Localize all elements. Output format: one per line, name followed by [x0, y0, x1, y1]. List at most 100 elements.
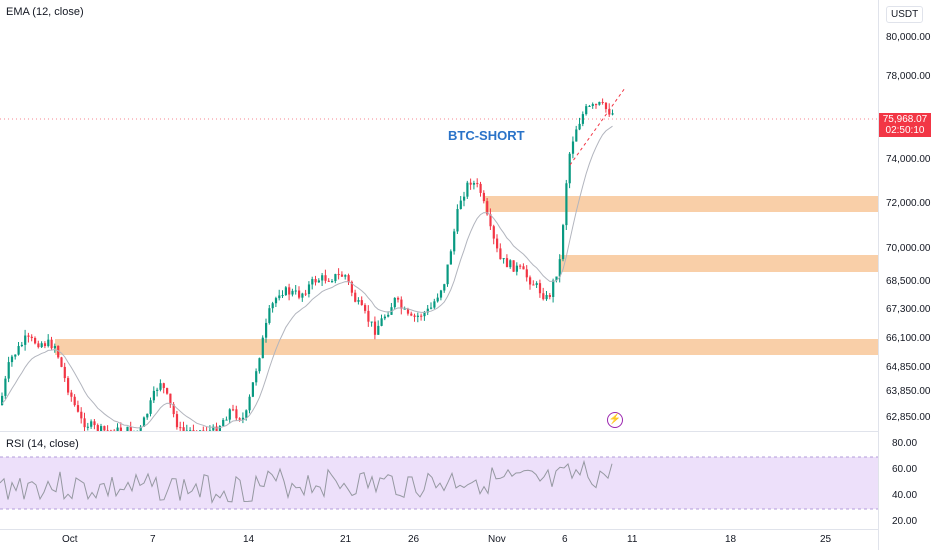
candle-body: [598, 102, 600, 105]
candle-body: [397, 298, 399, 300]
candle-body: [74, 397, 76, 405]
candle-body: [249, 397, 251, 411]
candle-body: [4, 379, 6, 396]
trendline: [570, 88, 625, 165]
candle-body: [262, 338, 264, 359]
candle-body: [239, 418, 241, 419]
candle-body: [265, 323, 267, 338]
price-label: 72,000.00: [886, 198, 931, 209]
candle-body: [575, 129, 577, 141]
price-label: 62,850.00: [886, 412, 931, 423]
rsi-level-label: 40.00: [892, 490, 917, 501]
time-label: 18: [725, 534, 736, 545]
candle-body: [404, 309, 406, 310]
candle-body: [480, 184, 482, 193]
candle-body: [361, 300, 363, 305]
candle-body: [255, 371, 257, 382]
candle-body: [542, 293, 544, 299]
candle-body: [348, 275, 350, 282]
candle-body: [546, 295, 548, 299]
candle-body: [87, 427, 89, 428]
candle-body: [410, 314, 412, 316]
candle-body: [483, 193, 485, 201]
price-label: 80,000.00: [886, 32, 931, 43]
candle-body: [440, 290, 442, 297]
time-label: 11: [627, 534, 637, 545]
price-label: 70,000.00: [886, 243, 931, 254]
rsi-chart[interactable]: [0, 432, 878, 529]
candle-body: [513, 260, 515, 271]
candle-body: [225, 420, 227, 421]
candle-body: [430, 308, 432, 309]
candle-body: [179, 427, 181, 428]
candle-body: [344, 275, 346, 277]
candle-body: [324, 275, 326, 281]
candle-body: [536, 283, 538, 285]
candle-body: [367, 311, 369, 322]
price-label: 66,100.00: [886, 333, 931, 344]
candle-body: [295, 291, 297, 292]
currency-selector[interactable]: USDT: [886, 6, 923, 23]
candle-body: [522, 266, 524, 269]
candle-body: [11, 357, 13, 363]
time-label: Oct: [62, 534, 78, 545]
candle-body: [51, 340, 53, 349]
price-label: 74,000.00: [886, 154, 931, 165]
candle-body: [417, 316, 419, 317]
rsi-level-label: 20.00: [892, 516, 917, 527]
ema-legend[interactable]: EMA (12, close): [6, 6, 84, 18]
time-label: 26: [408, 534, 419, 545]
candle-body: [166, 388, 168, 394]
last-price-tag: 75,968.07 02:50:10: [879, 113, 931, 137]
price-axis[interactable]: 80,000.00 78,000.00 74,000.00 72,000.00 …: [878, 0, 932, 550]
candle-body: [146, 414, 148, 418]
price-label: 64,850.00: [886, 362, 931, 373]
candle-body: [245, 410, 247, 417]
candle-body: [460, 201, 462, 209]
candle-body: [235, 409, 237, 418]
candle-body: [18, 346, 20, 355]
candle-body: [275, 298, 277, 303]
candle-body: [268, 308, 270, 323]
candle-body: [318, 280, 320, 282]
candle-body: [282, 295, 284, 296]
price-label: 78,000.00: [886, 71, 931, 82]
candle-body: [437, 298, 439, 302]
candle-body: [278, 295, 280, 298]
candle-body: [592, 104, 594, 106]
candle-body: [496, 239, 498, 249]
candle-body: [8, 362, 10, 379]
candle-body: [450, 251, 452, 264]
candle-body: [612, 113, 614, 114]
candle-body: [328, 281, 330, 282]
time-label: 25: [820, 534, 831, 545]
rsi-level-label: 60.00: [892, 464, 917, 475]
candle-body: [602, 102, 604, 103]
lightning-icon[interactable]: ⚡: [607, 412, 623, 428]
candle-body: [453, 231, 455, 251]
candle-body: [153, 391, 155, 400]
time-label: 7: [150, 534, 156, 545]
price-label: 63,850.00: [886, 386, 931, 397]
time-label: 21: [340, 534, 351, 545]
candlestick-chart[interactable]: [0, 0, 878, 431]
candle-body: [311, 279, 313, 284]
candle-body: [77, 405, 79, 412]
time-label: 14: [243, 534, 254, 545]
last-price-value: 75,968.07: [879, 114, 931, 125]
candle-body: [298, 291, 300, 298]
candle-body: [80, 412, 82, 419]
candle-body: [70, 393, 72, 397]
rsi-pane[interactable]: RSI (14, close): [0, 432, 878, 529]
support-resistance-zone: [560, 255, 878, 272]
time-axis[interactable]: Oct 7 14 21 26 Nov 6 11 18 25: [0, 529, 878, 551]
candle-body: [54, 346, 56, 348]
candle-body: [549, 295, 551, 297]
candle-body: [305, 294, 307, 295]
candle-body: [24, 336, 26, 345]
candle-body: [529, 277, 531, 284]
candle-body: [539, 283, 541, 293]
candle-body: [222, 420, 224, 426]
rsi-legend[interactable]: RSI (14, close): [6, 438, 79, 450]
candle-body: [377, 326, 379, 335]
